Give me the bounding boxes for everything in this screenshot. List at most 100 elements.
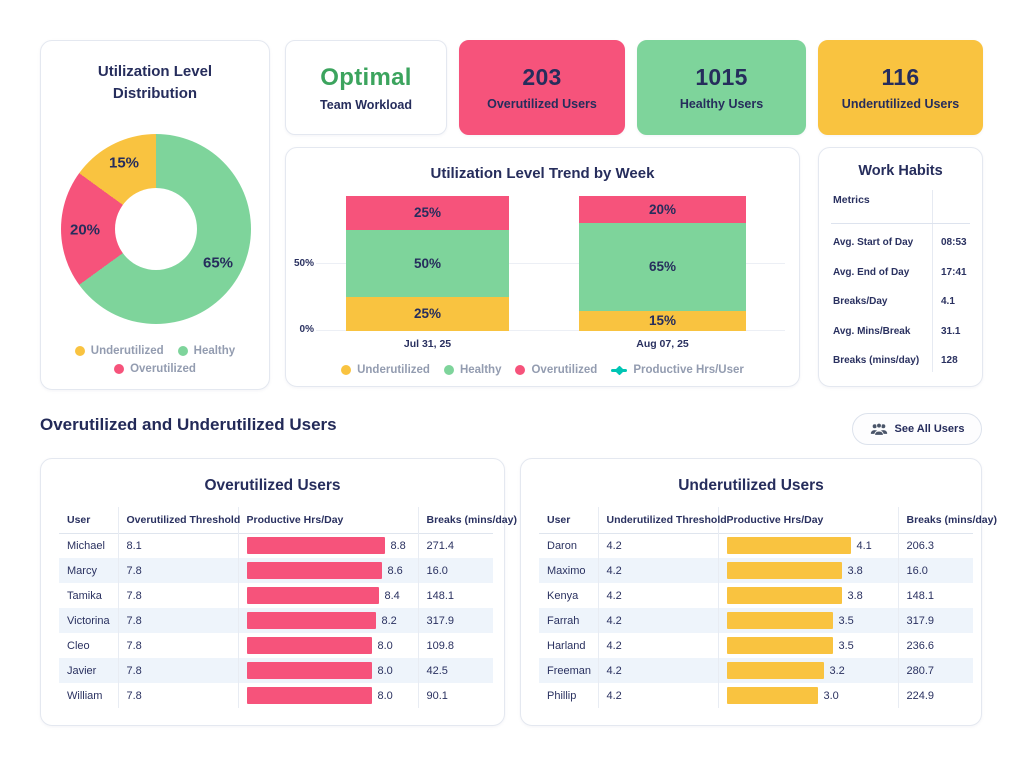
hours-bar: [246, 612, 376, 629]
hours-bar: [726, 687, 818, 704]
trend-legend: Underutilized Healthy Overutilized Produ…: [286, 364, 799, 376]
underutilized-table-title: Underutilized Users: [678, 477, 824, 494]
col-productive-hrs: Productive Hrs/Day: [237, 507, 418, 533]
table-row: Marcy 7.8 8.6 16.0: [59, 558, 493, 583]
see-all-users-button[interactable]: See All Users: [852, 413, 982, 445]
metrics-column-header: Metrics: [833, 194, 870, 206]
col-threshold: Underutilized Threshold: [597, 507, 727, 533]
utilization-trend-card: Utilization Level Trend by Week 50% 0% 2…: [285, 147, 800, 387]
table-row: Victorina 7.8 8.2 317.9: [59, 608, 493, 633]
metric-row: Breaks/Day 4.1: [833, 287, 972, 317]
hours-bar: [726, 587, 842, 604]
legend-label: Healthy: [193, 345, 236, 357]
metric-row: Avg. Mins/Break 31.1: [833, 317, 972, 347]
overutilized-users-table: User Overutilized Threshold Productive H…: [59, 507, 517, 708]
workload-status-label: Team Workload: [320, 97, 412, 112]
hours-bar: [726, 637, 833, 654]
metric-label: Avg. Start of Day: [833, 237, 914, 249]
bar-segment-underutilized: 15%: [579, 310, 746, 331]
stacked-bar-week2: 20% 65% 15%: [579, 196, 746, 331]
x-axis-label-week2: Aug 07, 25: [636, 338, 689, 350]
gridline-0: [316, 330, 785, 331]
donut-label-overutilized: 20%: [69, 221, 101, 239]
y-axis-tick-50: 50%: [293, 258, 314, 269]
gridline-50: [316, 263, 785, 264]
legend-item-underutilized[interactable]: Underutilized: [74, 345, 164, 357]
underutilized-count: 116: [881, 64, 920, 90]
x-axis-label-week1: Jul 31, 25: [403, 338, 452, 350]
table-row: Freeman 4.2 3.2 280.7: [539, 658, 973, 683]
work-habits-card: Work Habits Metrics Avg. Start of Day 08:…: [818, 147, 983, 387]
bar-segment-healthy: 65%: [579, 223, 746, 311]
hours-bar: [246, 562, 382, 579]
stacked-bar-week1: 25% 50% 25%: [346, 196, 509, 331]
healthy-dot-icon: [177, 346, 188, 356]
table-row: Farrah 4.2 3.5 317.9: [539, 608, 973, 633]
metric-value: 17:41: [941, 266, 967, 278]
legend-label: Healthy: [459, 364, 502, 376]
bar-segment-healthy: 50%: [346, 229, 509, 298]
healthy-count: 1015: [695, 64, 748, 90]
healthy-dot-icon: [443, 365, 454, 375]
underutilized-users-table-card: Underutilized Users User Underutilized T…: [520, 458, 997, 726]
legend-item-overutilized[interactable]: Overutilized: [515, 364, 597, 376]
overutilized-users-table-card: Overutilized Users User Overutilized Thr…: [40, 458, 517, 726]
metric-row: Avg. Start of Day 08:53: [833, 228, 972, 258]
legend-item-underutilized[interactable]: Underutilized: [341, 364, 430, 376]
legend-item-overutilized[interactable]: Overutilized: [114, 363, 196, 375]
overutilized-count: 203: [522, 64, 562, 90]
table-header-row: User Overutilized Threshold Productive H…: [59, 507, 517, 533]
donut-title-line2: Distribution: [112, 84, 198, 102]
col-breaks: Breaks (mins/day): [897, 507, 997, 533]
table-row: Javier 7.8 8.0 42.5: [59, 658, 493, 683]
segment-value: 20%: [648, 201, 677, 217]
col-user: User: [547, 513, 571, 526]
hours-bar: [726, 537, 851, 555]
hours-bar: [246, 687, 372, 704]
segment-value: 50%: [413, 255, 442, 271]
overutilized-table-title: Overutilized Users: [204, 477, 341, 494]
users-section-title: Overutilized and Underutilized Users: [40, 415, 337, 434]
work-habits-title: Work Habits: [858, 163, 943, 179]
metric-label: Breaks/Day: [833, 296, 888, 308]
underutilized-dot-icon: [341, 365, 352, 375]
table-row: Tamika 7.8 8.4 148.1: [59, 583, 493, 608]
metric-value: 128: [941, 355, 958, 367]
legend-item-healthy[interactable]: Healthy: [177, 345, 236, 357]
col-breaks: Breaks (mins/day): [417, 507, 517, 533]
bar-segment-underutilized: 25%: [346, 297, 509, 331]
segment-value: 15%: [648, 313, 677, 329]
trend-plot-area: 25% 50% 25% 20% 65% 15%: [316, 196, 785, 331]
donut-label-healthy: 65%: [202, 254, 234, 272]
legend-label: Overutilized: [130, 363, 196, 375]
overutilized-users-stat-card: 203 Overutilized Users: [459, 40, 625, 135]
donut-title-line1: Utilization Level: [97, 63, 213, 80]
underutilized-dot-icon: [74, 346, 85, 356]
healthy-users-stat-card: 1015 Healthy Users: [637, 40, 806, 135]
work-habits-rows: Avg. Start of Day 08:53 Avg. End of Day 17…: [833, 228, 972, 376]
segment-value: 25%: [413, 205, 442, 221]
underutilized-users-table: User Underutilized Threshold Productive …: [539, 507, 997, 708]
metric-label: Avg. End of Day: [833, 266, 910, 278]
metric-row: Avg. End of Day 17:41: [833, 258, 972, 288]
table-row: Maximo 4.2 3.8 16.0: [539, 558, 973, 583]
line-diamond-marker-icon: [611, 365, 628, 375]
y-axis-tick-0: 0%: [299, 324, 314, 335]
table-row: Daron 4.2 4.1 206.3: [539, 533, 973, 558]
metric-value: 31.1: [941, 325, 961, 337]
utilization-donut-chart: 15% 20% 65%: [61, 134, 251, 324]
donut-hole: [115, 188, 197, 270]
legend-label: Productive Hrs/User: [633, 364, 744, 376]
segment-value: 25%: [413, 306, 442, 322]
overutilized-dot-icon: [515, 365, 526, 375]
column-divider: [932, 190, 933, 372]
bar-segment-overutilized: 20%: [579, 196, 746, 223]
metric-value: 08:53: [941, 237, 967, 249]
table-row: Harland 4.2 3.5 236.6: [539, 633, 973, 658]
legend-item-healthy[interactable]: Healthy: [443, 364, 502, 376]
table-header-row: User Underutilized Threshold Productive …: [539, 507, 997, 533]
segment-value: 65%: [648, 259, 677, 275]
legend-item-productive-hrs[interactable]: Productive Hrs/User: [611, 364, 744, 376]
bar-segment-overutilized: 25%: [346, 196, 509, 230]
table-row: Michael 8.1 8.8 271.4: [59, 533, 493, 558]
